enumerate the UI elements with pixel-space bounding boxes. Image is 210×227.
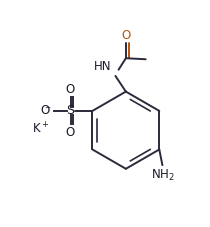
Text: K$^+$: K$^+$: [32, 121, 49, 136]
Text: O: O: [66, 83, 75, 96]
Text: $^{-}$: $^{-}$: [44, 106, 51, 116]
Text: O: O: [66, 126, 75, 139]
Text: O: O: [122, 29, 131, 42]
Text: O: O: [40, 104, 50, 117]
Text: S: S: [67, 104, 75, 117]
Text: HN: HN: [94, 60, 111, 73]
Text: NH$_2$: NH$_2$: [151, 168, 174, 183]
